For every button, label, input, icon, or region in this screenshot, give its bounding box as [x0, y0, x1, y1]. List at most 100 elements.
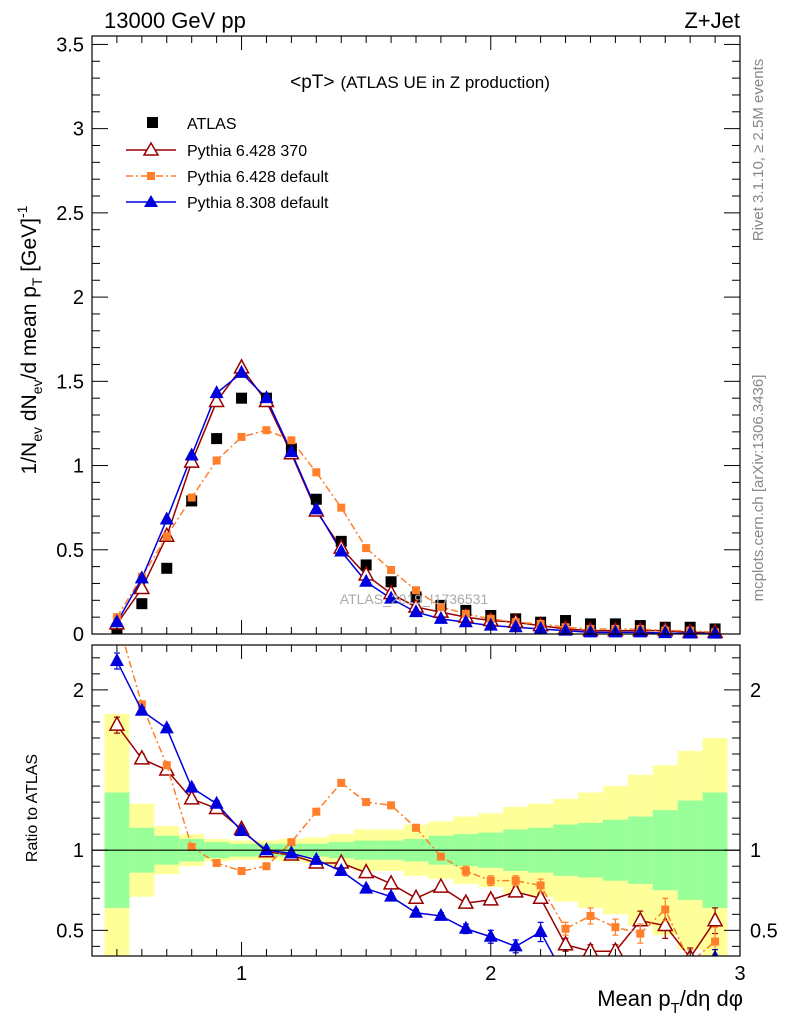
- point-atlas: [236, 392, 248, 404]
- point-pythia8-default: [508, 619, 523, 633]
- ratio-point-pythia8-default: [259, 842, 274, 856]
- legend-label-pythia6-default: Pythia 6.428 default: [187, 169, 329, 186]
- legend-label-pythia8-default: Pythia 8.308 default: [187, 195, 329, 212]
- ratio-point-pythia6-370: [457, 893, 475, 909]
- ratio-point-pythia6-370: [557, 935, 574, 951]
- ratio-point-pythia6-370: [407, 888, 425, 905]
- point-pythia8-default: [184, 447, 199, 461]
- ratio-point-pythia6-default: [611, 923, 620, 932]
- x-tick-label: 3: [734, 963, 745, 985]
- ratio-point-pythia8-default: [234, 822, 249, 836]
- collision-label: 13000 GeV pp: [104, 8, 246, 33]
- y-tick-label: 3: [73, 119, 84, 141]
- ratio-point-pythia6-370: [183, 789, 200, 805]
- y-tick-label: 3.5: [56, 34, 84, 56]
- ratio-point-pythia6-default: [287, 838, 296, 847]
- point-pythia8-default: [458, 614, 473, 628]
- ratio-tick-label-right: 1: [750, 840, 761, 862]
- ratio-point-pythia6-370: [482, 890, 500, 906]
- ratio-point-pythia6-default: [387, 801, 396, 810]
- ratio-tick-label-right: 0.5: [750, 920, 778, 942]
- x-axis-label: Mean pT/dη dφ: [597, 986, 743, 1017]
- ratio-point-pythia6-default: [536, 881, 545, 890]
- ratio-tick-label-left: 0.5: [56, 920, 84, 942]
- point-atlas: [211, 433, 223, 445]
- point-pythia6-default: [212, 456, 221, 465]
- point-pythia6-default: [312, 468, 321, 477]
- ratio-point-pythia8-default: [109, 653, 124, 667]
- legend-label-pythia6-370: Pythia 6.428 370: [187, 143, 307, 160]
- ratio-point-pythia6-370: [357, 863, 375, 879]
- ratio-point-pythia8-default: [583, 978, 597, 991]
- mcplots-label: mcplots.cern.ch [arXiv:1306.3436]: [750, 375, 767, 602]
- ratio-point-pythia6-default: [237, 867, 246, 876]
- ratio-point-pythia6-default: [686, 958, 694, 966]
- ratio-point-pythia8-default: [159, 720, 174, 734]
- ratio-point-pythia8-default: [409, 904, 423, 918]
- ratio-point-pythia6-default: [586, 911, 595, 920]
- ratio-point-pythia8-default: [309, 851, 324, 865]
- ratio-point-pythia6-370: [656, 915, 674, 932]
- ratio-point-pythia8-default: [284, 845, 299, 859]
- point-atlas: [136, 598, 148, 610]
- ratio-point-pythia6-default: [461, 867, 470, 876]
- legend-label-atlas: ATLAS: [187, 116, 237, 133]
- point-pythia8-default: [159, 511, 174, 525]
- point-pythia6-default: [362, 544, 371, 553]
- ratio-point-pythia6-default: [187, 842, 196, 851]
- axes: 1 2 3 0 0.5 1 1.5 2 2.5 3 3.5 0.5 0.5 1 1 2 2: [56, 34, 778, 985]
- ratio-point-pythia6-370: [532, 888, 549, 905]
- point-pythia8-default: [309, 501, 324, 515]
- ratio-point-pythia6-default: [312, 807, 321, 816]
- point-pythia8-default: [284, 444, 299, 458]
- point-atlas: [161, 562, 173, 574]
- point-pythia8-default: [109, 614, 124, 628]
- ratio-point-pythia8-default: [209, 795, 224, 809]
- ratio-point-pythia6-370: [133, 749, 151, 765]
- ratio-point-pythia8-default: [508, 938, 523, 952]
- ratio-point-pythia6-default: [162, 761, 171, 770]
- point-pythia6-default: [162, 532, 171, 541]
- plot-title: <pT> (ATLAS UE in Z production): [290, 72, 550, 93]
- ratio-tick-label-left: 1: [73, 840, 84, 862]
- point-pythia6-default: [461, 609, 470, 618]
- point-pythia6-default: [436, 603, 445, 612]
- legend-marker-atlas: [147, 117, 158, 128]
- point-atlas: [360, 559, 372, 571]
- ratio-point-pythia6-default: [436, 852, 445, 861]
- point-pythia8-default: [209, 385, 224, 399]
- ratio-point-pythia6-default: [212, 859, 221, 868]
- point-pythia8-default: [384, 590, 399, 604]
- ratio-point-pythia6-default: [511, 876, 520, 885]
- legend-item-pythia6-default: Pythia 6.428 default: [126, 169, 329, 186]
- point-pythia8-default: [134, 570, 149, 584]
- y-tick-label: 2.5: [56, 203, 84, 225]
- point-pythia6-370: [183, 452, 200, 468]
- ratio-tick-label-right: 2: [750, 680, 761, 702]
- ratio-point-pythia6-default: [486, 876, 495, 885]
- point-pythia6-default: [262, 426, 271, 435]
- point-pythia6-default: [237, 432, 246, 441]
- plot-title-main: <pT>: [290, 72, 334, 93]
- ratio-point-pythia6-370: [108, 715, 126, 731]
- plot-subtitle: (ATLAS UE in Z production): [340, 73, 549, 92]
- point-pythia8-default: [259, 390, 274, 404]
- analysis-watermark: ATLAS_2019_I1736531: [340, 591, 489, 607]
- legend: ATLAS Pythia 6.428 370 Pythia 6.428 defa…: [126, 116, 329, 212]
- point-pythia8-default: [234, 364, 249, 378]
- point-pythia8-default: [359, 573, 374, 587]
- ratio-point-pythia8-default: [458, 920, 473, 934]
- ratio-point-pythia6-default: [337, 778, 346, 787]
- ratio-point-pythia6-default: [262, 862, 271, 871]
- y-tick-label: 1.5: [56, 371, 84, 393]
- legend-marker-pythia6-default: [147, 172, 155, 180]
- legend-item-pythia8-default: Pythia 8.308 default: [126, 195, 329, 212]
- x-tick-label: 1: [236, 963, 247, 985]
- y-tick-label: 1: [73, 456, 84, 478]
- point-pythia6-370: [133, 578, 151, 595]
- legend-marker-pythia6-370: [142, 141, 160, 156]
- ratio-y-axis-label: Ratio to ATLAS: [24, 754, 41, 862]
- ratio-tick-label-left: 2: [73, 680, 84, 702]
- main-y-axis-label: 1/Nev dNev/d mean pT [GeV]-1: [14, 205, 45, 474]
